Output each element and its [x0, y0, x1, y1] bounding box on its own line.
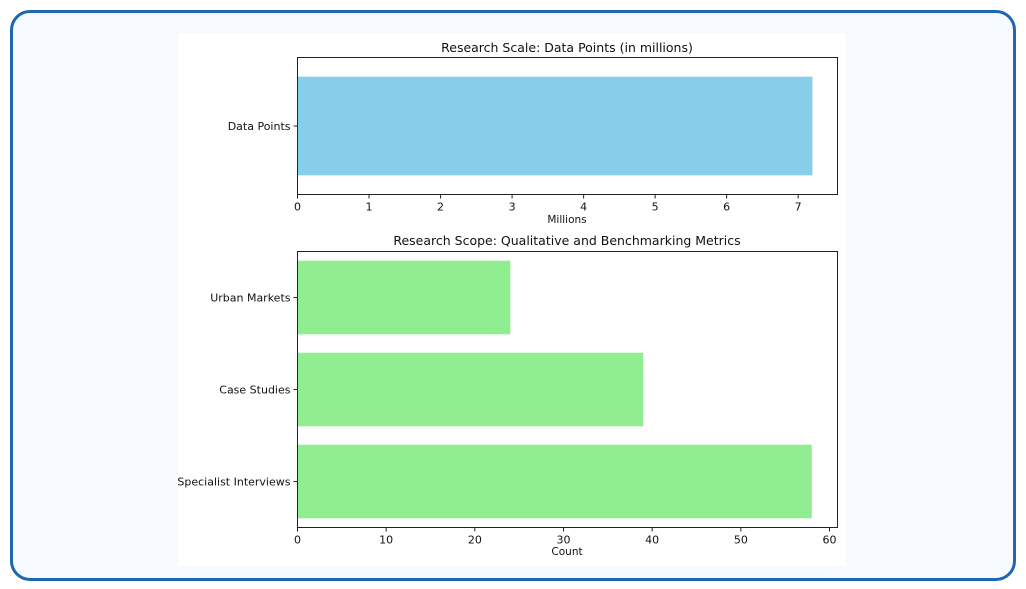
chart-title-2: Research Scope: Qualitative and Benchmar…: [393, 233, 740, 248]
axes-frame: [297, 57, 838, 195]
axes-frame: [297, 251, 838, 528]
x-tick-label: 0: [294, 201, 301, 214]
chart-title-1: Research Scale: Data Points (in millions…: [441, 40, 693, 55]
x-tick-label: 60: [823, 534, 837, 547]
x-tick-label: 20: [468, 534, 482, 547]
x-tick-label: 40: [645, 534, 659, 547]
x-tick-label: 30: [557, 534, 571, 547]
bar-specialist-interviews: [297, 444, 812, 519]
x-tick-label: 5: [652, 201, 659, 214]
x-tick-label: 50: [734, 534, 748, 547]
plot-area-1: Data Points 0 1 2 3 4 5 6 7: [228, 57, 838, 214]
bar-data-points: [297, 76, 813, 176]
x-tick-label: 6: [723, 201, 730, 214]
y-tick-label: Data Points: [228, 120, 291, 133]
x-tick-label: 4: [580, 201, 587, 214]
bar-case-studies: [297, 352, 644, 427]
y-tick-label: Urban Markets: [210, 292, 291, 305]
x-tick-label: 3: [509, 201, 516, 214]
bar-urban-markets: [297, 260, 511, 335]
x-axis-label-1: Millions: [547, 214, 586, 226]
x-tick-label: 1: [366, 201, 373, 214]
x-tick-label: 7: [795, 201, 802, 214]
y-tick-label: Specialist Interviews: [177, 476, 290, 489]
x-tick-label: 2: [437, 201, 444, 214]
x-tick-label: 10: [379, 534, 393, 547]
plot-area-2: Urban Markets Case Studies Specialist Inte…: [177, 251, 838, 547]
x-tick-label: 0: [294, 534, 301, 547]
x-axis-label-2: Count: [551, 546, 582, 558]
y-tick-label: Case Studies: [219, 384, 290, 397]
